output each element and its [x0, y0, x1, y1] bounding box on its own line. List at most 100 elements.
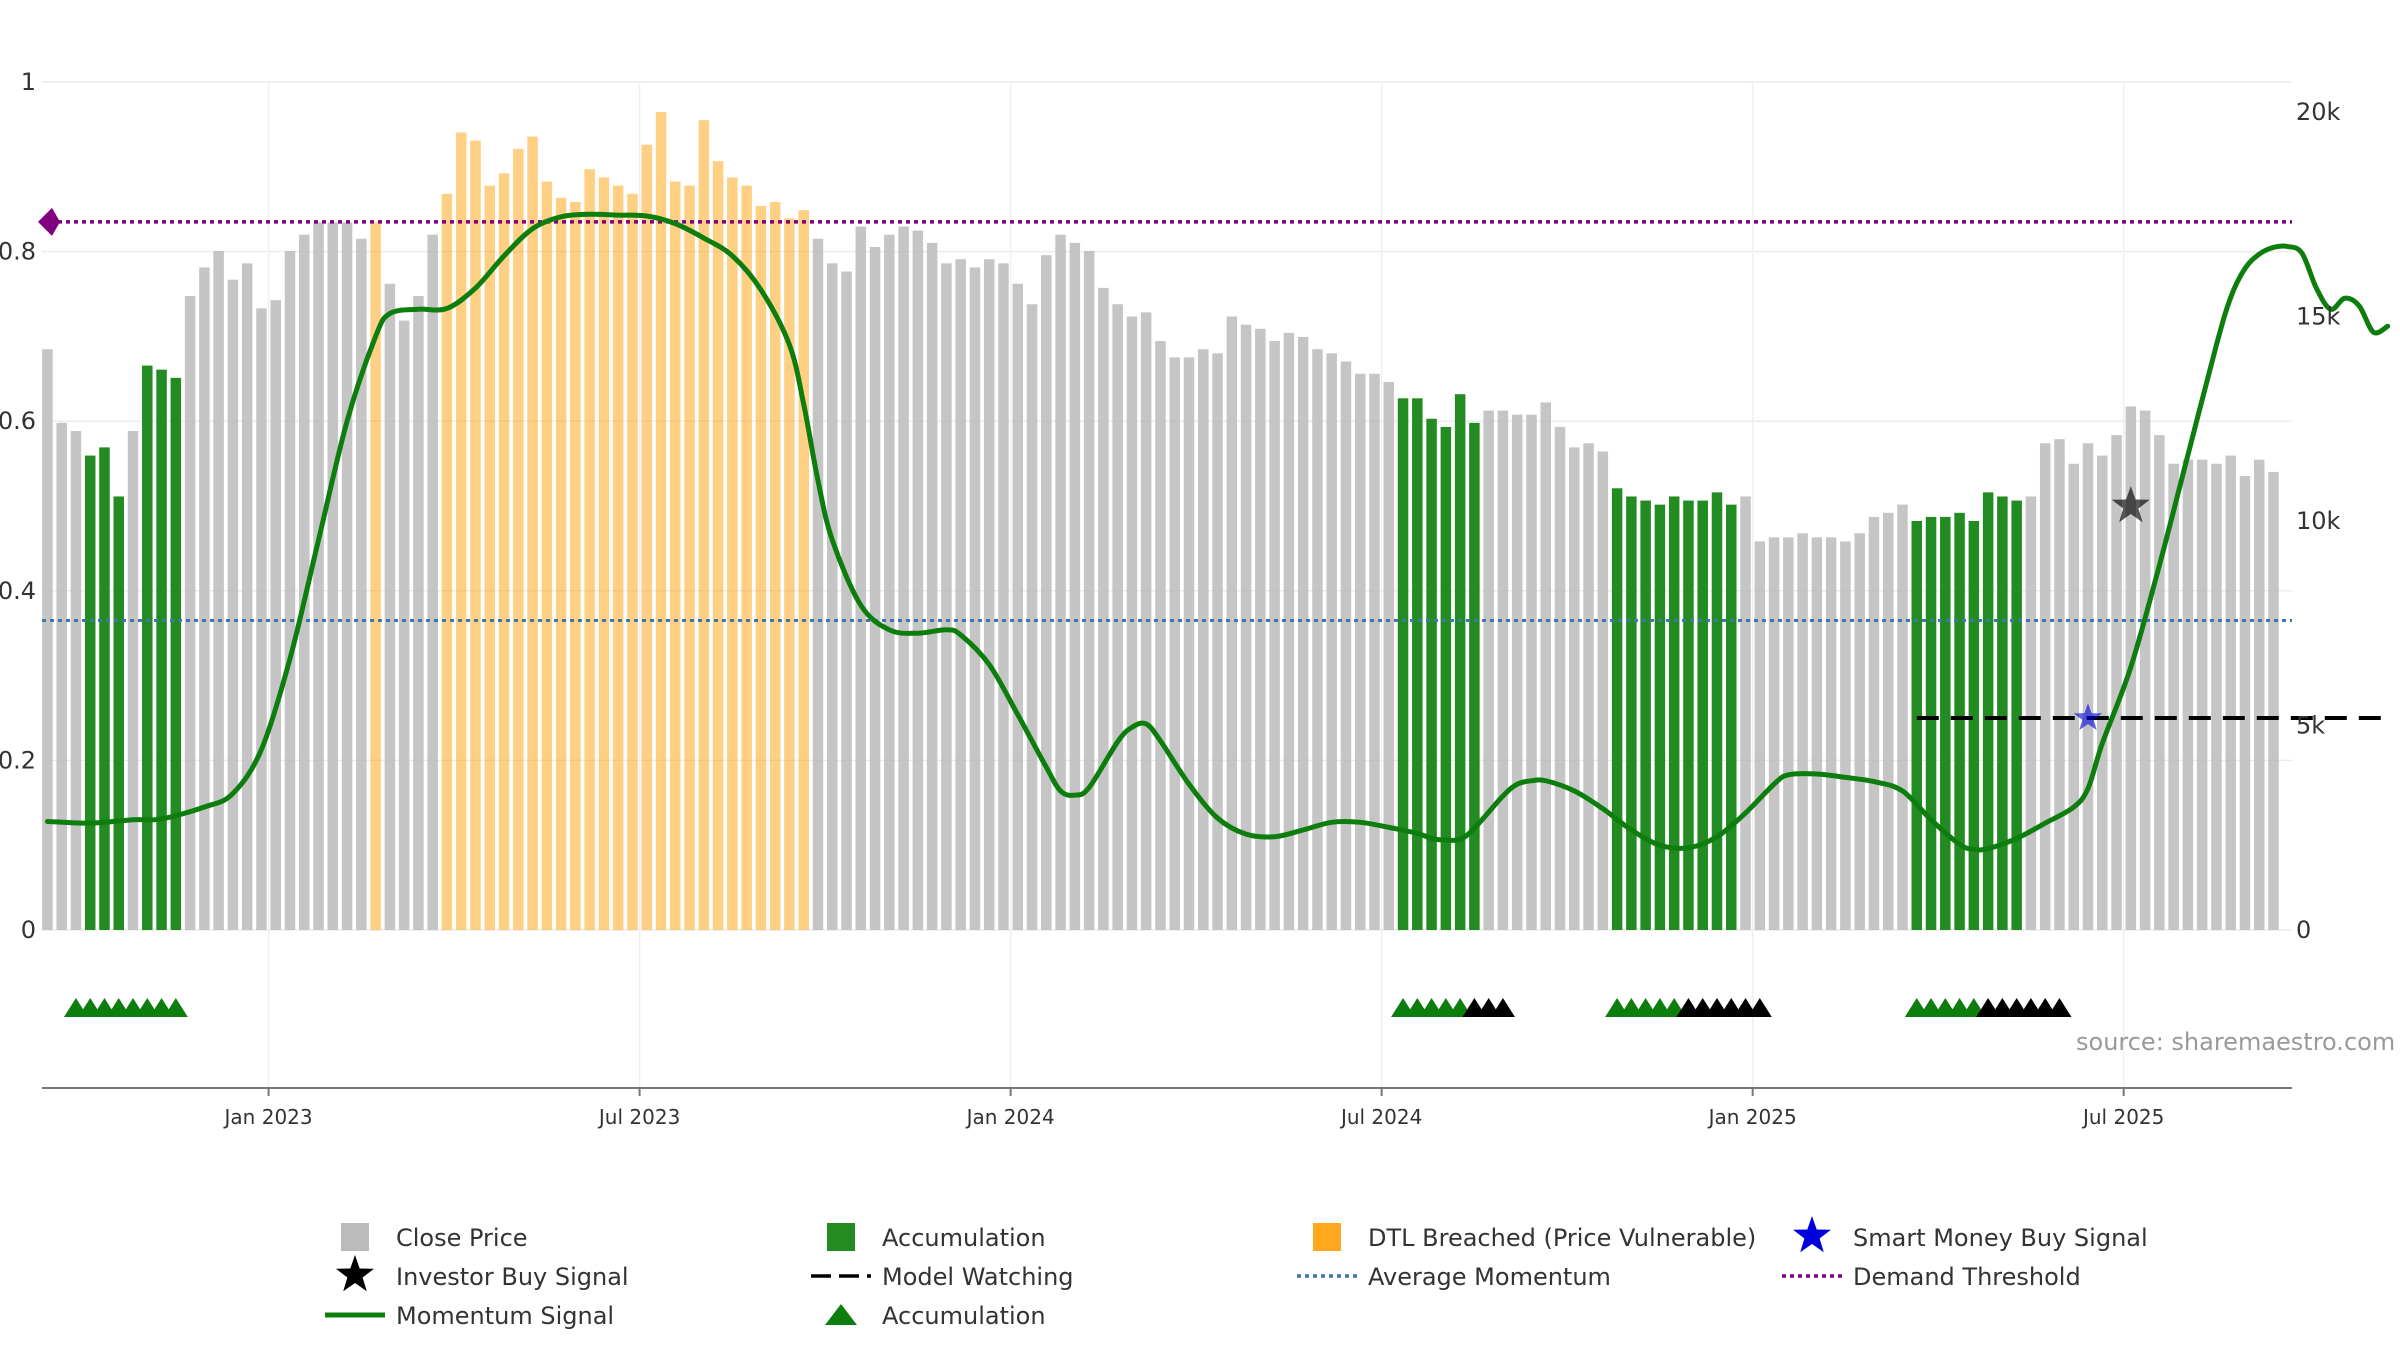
- close-price-bar: [998, 263, 1009, 931]
- dtl-breached-bar: [755, 206, 767, 930]
- close-price-bar: [969, 267, 981, 930]
- close-price-bar: [955, 259, 966, 930]
- close-price-bar: [2111, 435, 2122, 930]
- close-price-bar: [1540, 402, 1551, 930]
- watching-triangle: [2047, 998, 2072, 1017]
- close-price-bar: [2025, 496, 2037, 930]
- close-price-bar: [1169, 357, 1180, 930]
- legend-label-accumulation: Accumulation: [882, 1302, 1046, 1330]
- close-price-bar: [1269, 341, 1280, 930]
- close-price-bar: [926, 242, 938, 930]
- axes: Jan 2023 Jul 2023 Jan 2024 Jul 2024 Jan 2025…: [0, 68, 2341, 1129]
- close-price-bar: [299, 234, 310, 930]
- close-price-bar: [1797, 533, 1808, 930]
- dtl-breached-bar: [570, 201, 581, 931]
- legend-label-smart-money-buy-signal: Smart Money Buy Signal: [1853, 1224, 2148, 1252]
- close-price-bar: [1297, 336, 1309, 930]
- legend-label-average-momentum: Average Momentum: [1368, 1263, 1611, 1291]
- smart-money-buy-signal-star: [2073, 703, 2103, 731]
- left-y-tick-label: 1: [21, 68, 36, 96]
- close-price-bar: [884, 234, 895, 930]
- dtl-breached-bar: [769, 201, 781, 931]
- close-price-bar: [270, 300, 281, 930]
- close-price-bar: [227, 279, 239, 930]
- dtl-breached-bar: [598, 177, 610, 930]
- x-tick-label: Jan 2023: [223, 1105, 313, 1129]
- close-price-bar: [1098, 287, 1109, 930]
- close-price-bar: [1583, 443, 1594, 930]
- close-price-bar: [841, 271, 852, 930]
- close-price-bar: [398, 320, 410, 931]
- close-price-bar: [2196, 459, 2208, 930]
- dtl-breached-bar: [498, 173, 510, 931]
- close-price-bar: [1026, 304, 1038, 931]
- left-y-tick-label: 0.4: [0, 577, 36, 605]
- close-price-bar: [127, 431, 139, 930]
- close-price-bar: [2082, 443, 2094, 930]
- dtl-breached-bar: [513, 148, 524, 930]
- momentum-signal-line: [44, 211, 2391, 853]
- close-price-bar: [1768, 537, 1780, 930]
- accumulation-bar: [1469, 422, 1480, 930]
- accumulation-bar: [1611, 488, 1623, 930]
- close-price-bar: [2097, 455, 2108, 930]
- close-price-bar: [855, 226, 867, 930]
- accumulation-bar: [1426, 418, 1437, 930]
- close-price-bar: [1882, 512, 1894, 930]
- close-price-bar: [1283, 332, 1295, 930]
- close-price-bar: [213, 251, 224, 930]
- accumulation-bar: [1454, 394, 1466, 931]
- close-price-bar: [1112, 304, 1123, 931]
- close-price-bar: [1897, 504, 1908, 930]
- close-price-bar: [1226, 316, 1238, 930]
- close-price-bar: [2039, 443, 2051, 930]
- accumulation-bar: [1726, 504, 1737, 930]
- accumulation-bar: [1626, 496, 1637, 930]
- close-price-bar: [1255, 328, 1266, 930]
- close-price-bar: [1369, 373, 1380, 930]
- accumulation-bar: [1911, 521, 1923, 930]
- dtl-breached-bar: [641, 144, 652, 931]
- close-price-bar: [912, 230, 924, 931]
- close-price-bar: [1069, 242, 1081, 930]
- legend-label-accumulation: Accumulation: [882, 1224, 1046, 1252]
- accumulation-bar: [1925, 516, 1937, 930]
- dtl-breached-bar: [670, 181, 681, 930]
- accumulation-bar: [1940, 516, 1951, 930]
- close-price-bar: [2154, 435, 2165, 930]
- legend-swatch-accumulation: [827, 1223, 855, 1251]
- close-price-bar: [827, 263, 838, 931]
- close-price-bar: [2168, 463, 2179, 930]
- close-price-bar: [341, 222, 353, 930]
- accumulation-bar: [1697, 500, 1708, 930]
- dtl-breached-bar: [441, 193, 453, 931]
- close-price-bar: [1155, 341, 1166, 930]
- legend-swatch-investor-buy-signal: [336, 1255, 374, 1292]
- legend-swatch-dtl-breached-price-vulnerable: [1313, 1223, 1341, 1251]
- close-price-bar: [1597, 451, 1609, 930]
- accumulation-bar: [1968, 521, 1980, 930]
- close-price-bar: [2211, 463, 2222, 930]
- accumulation-bar: [142, 365, 153, 931]
- dtl-breached-bar: [741, 185, 752, 930]
- legend-label-investor-buy-signal: Investor Buy Signal: [396, 1263, 629, 1291]
- dtl-breached-bar: [484, 185, 496, 930]
- accumulation-bar: [84, 455, 96, 930]
- close-price-bar: [1740, 496, 1751, 930]
- right-y-tick-label: 20k: [2296, 98, 2341, 126]
- close-price-bar: [1554, 426, 1566, 930]
- close-price-bar: [56, 422, 67, 930]
- legend-swatch-close-price: [341, 1223, 369, 1251]
- close-price-bar: [1483, 410, 1494, 930]
- x-tick-label: Jul 2024: [1339, 1105, 1422, 1129]
- close-price-bar: [2139, 410, 2151, 930]
- close-price-bar: [1198, 349, 1209, 931]
- x-tick-label: Jul 2025: [2081, 1105, 2164, 1129]
- legend-label-close-price: Close Price: [396, 1224, 528, 1252]
- close-price-bar: [2268, 471, 2279, 930]
- accumulation-bar: [1397, 398, 1409, 930]
- left-y-tick-label: 0.8: [0, 238, 36, 266]
- dtl-breached-bar: [584, 169, 595, 930]
- legend-swatch-smart-money-buy-signal: [1793, 1216, 1831, 1253]
- close-price-bar: [2254, 459, 2265, 930]
